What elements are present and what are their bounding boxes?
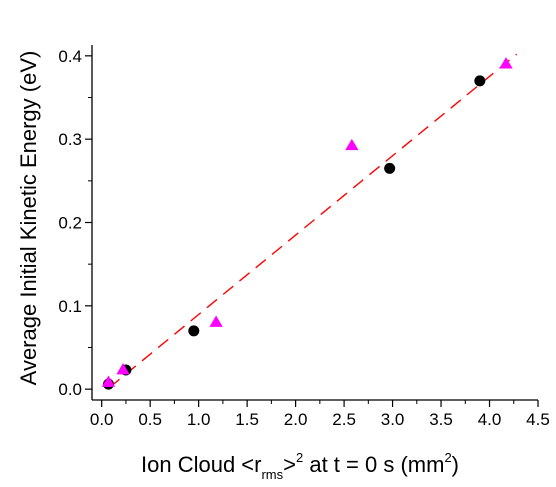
y-tick-label: 0.4 (58, 47, 82, 66)
triangle-point (499, 57, 513, 69)
x-tick-label: 1.5 (235, 410, 259, 429)
x-axis-title-end: ) (452, 452, 459, 477)
x-axis-title-subscript: rms (261, 467, 283, 482)
x-tick-label: 1.0 (187, 410, 211, 429)
x-axis-title-middle: > (283, 452, 296, 477)
y-axis-title: Average Initial Kinetic Energy (eV) (16, 51, 41, 386)
x-axis-title-superscript: 2 (296, 450, 303, 465)
x-axis-title-prefix: Ion Cloud <r (141, 452, 261, 477)
y-tick-label: 0.0 (58, 380, 82, 399)
x-axis-title-suffix: at t = 0 s (mm (303, 452, 444, 477)
y-tick-label: 0.3 (58, 130, 82, 149)
tick-marks (85, 55, 539, 407)
circle-point (188, 325, 200, 337)
x-tick-label: 3.5 (429, 410, 453, 429)
x-tick-label: 2.5 (332, 410, 356, 429)
fit-line-layer (109, 53, 518, 389)
circle-point (474, 75, 486, 87)
x-tick-label: 4.5 (526, 410, 550, 429)
fit-line (109, 53, 518, 389)
x-axis-title-superscript-2: 2 (444, 450, 451, 465)
x-tick-label: 0.5 (138, 410, 162, 429)
triangle-point (345, 138, 359, 151)
y-tick-label: 0.1 (58, 297, 82, 316)
y-tick-label: 0.2 (58, 214, 82, 233)
x-tick-label: 4.0 (478, 410, 502, 429)
x-tick-label: 3.0 (381, 410, 405, 429)
triangle-point (101, 375, 116, 387)
circle-point (384, 162, 396, 174)
x-axis-title: Ion Cloud <rrms>2 at t = 0 s (mm2) (141, 450, 459, 482)
triangle-point (116, 363, 130, 375)
x-tick-label: 0.0 (90, 410, 114, 429)
triangle-point (209, 315, 223, 327)
tick-labels: 0.0 0.5 1.0 1.5 2.0 2.5 3.0 3.5 4.0 4.5 0.0 0.1 0.2 0… (58, 47, 549, 429)
x-tick-label: 2.0 (284, 410, 308, 429)
data-points-layer (101, 57, 513, 390)
